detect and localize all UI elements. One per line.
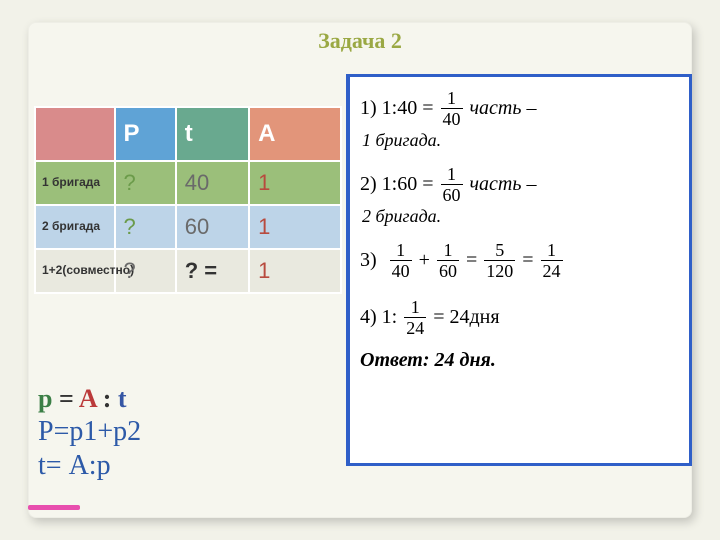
formula-line-1: p = A : t xyxy=(38,384,141,414)
caption-1: 1 бригада. xyxy=(362,130,679,151)
solution-eq3: 3) 1 40 + 1 60 = 5 120 = 1 24 xyxy=(360,241,679,280)
eq2-tail: часть – xyxy=(470,173,537,196)
solution-eq1: 1) 1:40 = 1 40 часть – xyxy=(360,89,679,128)
accent-bar xyxy=(28,505,80,510)
cell-P: ? xyxy=(115,249,176,293)
cell-P: ? xyxy=(115,161,176,205)
slide-title: Задача 2 xyxy=(28,28,692,54)
eq4-tail: = 24дня xyxy=(433,306,499,329)
solution-eq4: 4) 1: 1 24 = 24дня xyxy=(360,298,679,337)
solution-eq2: 2) 1:60 = 1 60 часть – xyxy=(360,165,679,204)
caption-2: 2 бригада. xyxy=(362,206,679,227)
solution-panel: 1) 1:40 = 1 40 часть – 1 бригада. 2) 1:6… xyxy=(346,74,692,466)
eq2-fraction: 1 60 xyxy=(441,165,463,204)
eq4-fraction: 1 24 xyxy=(404,298,426,337)
eq3-eq2: = xyxy=(522,249,533,272)
slide-card: Задача 2 P t A 1 бригада?4012 бригада?60… xyxy=(28,22,692,518)
eq3-f3: 5 120 xyxy=(484,241,515,280)
cell-t: ? = xyxy=(176,249,249,293)
table-body: 1 бригада?4012 бригада?6011+2(совместно)… xyxy=(35,161,341,293)
row-label: 2 бригада xyxy=(35,205,115,249)
eq1-tail: часть – xyxy=(470,97,537,120)
th-A: A xyxy=(249,107,341,161)
eq3-plus: + xyxy=(419,249,430,272)
table-row: 1+2(совместно)?? =1 xyxy=(35,249,341,293)
table-row: 1 бригада?401 xyxy=(35,161,341,205)
cell-A: 1 xyxy=(249,249,341,293)
cell-P: ? xyxy=(115,205,176,249)
cell-A: 1 xyxy=(249,205,341,249)
cell-t: 60 xyxy=(176,205,249,249)
eq1-lead: 1) 1:40 = xyxy=(360,97,434,120)
table-row: 2 бригада?601 xyxy=(35,205,341,249)
formula-line-2: P=p1+p2 xyxy=(38,416,141,448)
th-t: t xyxy=(176,107,249,161)
eq4-lead: 4) 1: xyxy=(360,306,397,329)
eq3-f2: 1 60 xyxy=(437,241,459,280)
formulas-block: p = A : t P=p1+p2 t= А:р xyxy=(38,384,141,482)
eq3-f4: 1 24 xyxy=(541,241,563,280)
eq3-lead: 3) xyxy=(360,249,377,272)
data-table-wrap: P t A 1 бригада?4012 бригада?6011+2(совм… xyxy=(34,106,342,294)
th-blank xyxy=(35,107,115,161)
row-label: 1 бригада xyxy=(35,161,115,205)
data-table: P t A 1 бригада?4012 бригада?6011+2(совм… xyxy=(34,106,342,294)
cell-A: 1 xyxy=(249,161,341,205)
eq1-fraction: 1 40 xyxy=(441,89,463,128)
row-label: 1+2(совместно) xyxy=(35,249,115,293)
solution-answer: Ответ: 24 дня. xyxy=(360,349,679,372)
eq3-eq: = xyxy=(466,249,477,272)
eq2-lead: 2) 1:60 = xyxy=(360,173,434,196)
table-header-row: P t A xyxy=(35,107,341,161)
eq3-f1: 1 40 xyxy=(390,241,412,280)
cell-t: 40 xyxy=(176,161,249,205)
formula-line-3: t= А:р xyxy=(38,450,141,482)
th-P: P xyxy=(115,107,176,161)
